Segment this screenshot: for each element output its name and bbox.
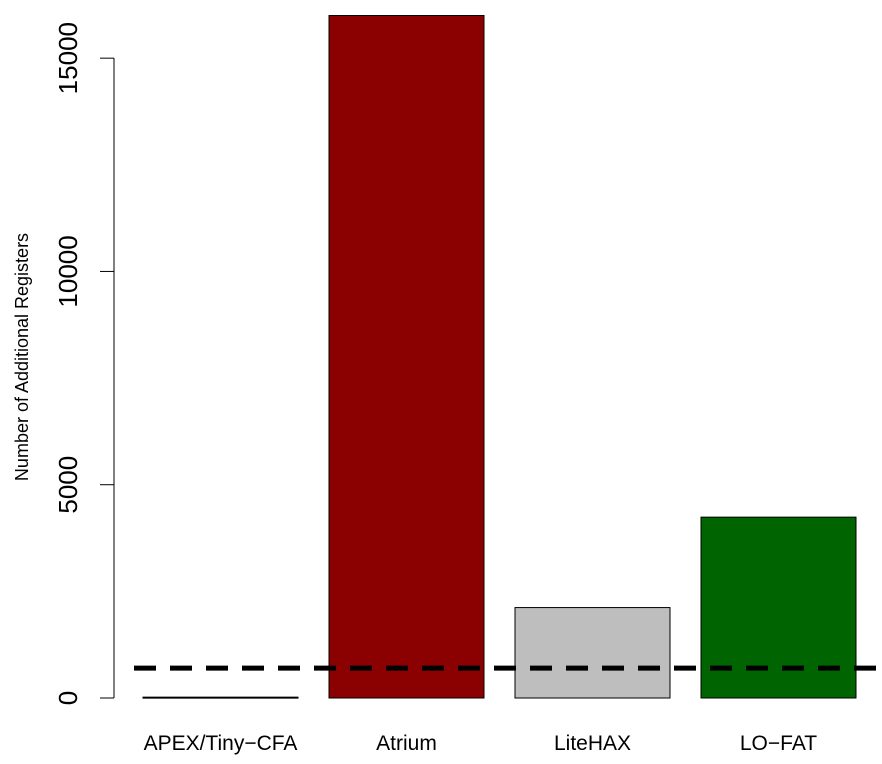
category-label: Atrium [376,732,437,755]
y-tick-label: 0 [53,691,83,705]
category-label: LO−FAT [740,732,817,755]
y-tick-label: 5000 [53,456,83,514]
bar-0 [142,696,299,699]
x-axis-labels: APEX/Tiny−CFA Atrium LiteHAX LO−FAT [144,732,818,755]
category-label: LiteHAX [554,732,631,755]
y-axis: 0 5000 10000 15000 [53,22,115,705]
y-tick-label: 15000 [53,22,83,94]
bar-1 [328,15,485,699]
bar-3 [700,516,857,699]
bar-2 [514,607,671,699]
y-axis-title: Number of Additional Registers [12,233,32,481]
bars [142,15,857,699]
category-label: APEX/Tiny−CFA [144,732,298,755]
y-tick-label: 10000 [53,235,83,307]
